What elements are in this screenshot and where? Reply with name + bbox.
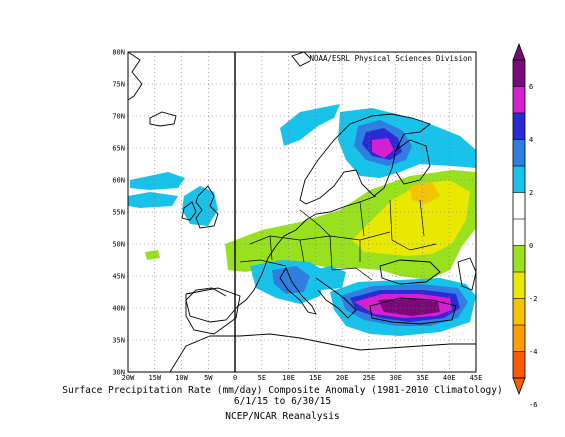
colorbar-tick-label: -2 xyxy=(529,295,537,303)
caption-date-range: 6/1/15 to 6/30/15 xyxy=(233,396,332,407)
lat-label: 50N xyxy=(112,241,125,249)
colorbar-swatch xyxy=(513,298,525,326)
colorbar-swatch xyxy=(513,166,525,193)
colorbar-swatch xyxy=(513,139,525,167)
credit-label: NOAA/ESRL Physical Sciences Division xyxy=(309,54,472,63)
lon-label: 20W xyxy=(122,374,135,382)
colorbar-tick-label: 4 xyxy=(529,136,533,144)
british-isles xyxy=(195,185,219,229)
colorbar-swatch xyxy=(513,192,525,220)
colorbar-swatch xyxy=(513,272,525,299)
iberia xyxy=(185,287,241,335)
lat-label: 75N xyxy=(112,81,125,89)
colorbar-tick-label: 6 xyxy=(529,83,533,91)
lat-label: 30N xyxy=(112,369,125,377)
greenland-edge xyxy=(128,52,143,101)
colorbar-swatch xyxy=(513,113,525,140)
lat-label: 80N xyxy=(112,49,125,57)
cyan-patch-atlantic-west xyxy=(128,192,178,208)
coastlines xyxy=(128,52,476,372)
colorbar-tick-label: -4 xyxy=(529,348,537,356)
cyan-area-balkans xyxy=(306,266,346,290)
colorbar-tick-label: -6 xyxy=(529,401,537,409)
caption-title: Surface Precipitation Rate (mm/day) Comp… xyxy=(62,385,503,396)
colorbar-swatch xyxy=(513,245,525,273)
continent-coast xyxy=(185,195,377,323)
green-patch-atlantic xyxy=(145,250,160,260)
purple-core-east-med xyxy=(378,298,440,316)
lon-label: 30E xyxy=(389,374,402,382)
colorbar-swatch xyxy=(513,60,525,87)
longitude-labels: 20W 15W 10W 5W 0 5E 10E 15E 20E 25E 30E 35E 40E 45E xyxy=(122,374,483,382)
lat-label: 60N xyxy=(112,177,125,185)
lat-label: 45N xyxy=(112,273,125,281)
caspian-sea xyxy=(457,257,476,291)
colorbar-tick-label: 0 xyxy=(529,242,533,250)
iceland xyxy=(149,111,177,127)
caption-source: NCEP/NCAR Reanalysis xyxy=(225,411,340,422)
lat-label: 55N xyxy=(112,209,125,217)
cyan-patch-norwegian-sea xyxy=(280,104,340,146)
lon-label: 5W xyxy=(204,374,213,382)
lon-label: 0 xyxy=(233,374,237,382)
credit-box xyxy=(310,53,475,64)
turkey xyxy=(369,297,457,325)
lon-label: 20E xyxy=(336,374,349,382)
lon-label: 10E xyxy=(282,374,295,382)
graticule xyxy=(128,52,476,372)
black-sea xyxy=(379,259,441,285)
ireland xyxy=(181,201,197,221)
lat-label: 40N xyxy=(112,305,125,313)
lon-label: 10W xyxy=(175,374,188,382)
cyan-patch-atlantic-north xyxy=(130,172,185,190)
lat-label: 35N xyxy=(112,337,125,345)
balkans xyxy=(315,277,357,319)
colorbar-tick-label: 2 xyxy=(529,189,533,197)
map-border xyxy=(127,51,477,373)
colorbar-top-arrow xyxy=(512,42,526,61)
colorbar-swatch xyxy=(513,351,525,379)
colorbar-swatch xyxy=(513,219,525,246)
orange-spot-eastern-europe xyxy=(410,182,440,204)
borders xyxy=(239,199,437,281)
lon-label: 5E xyxy=(258,374,266,382)
lat-label: 70N xyxy=(112,113,125,121)
magenta-core-scandinavia xyxy=(372,138,394,158)
lon-label: 15E xyxy=(309,374,322,382)
colorbar: 6 4 2 0 -2 -4 -6 xyxy=(512,42,537,409)
italy xyxy=(279,267,317,315)
cyan-patch-british-isles xyxy=(182,186,218,226)
colorbar-swatch xyxy=(513,86,525,114)
lat-label: 65N xyxy=(112,145,125,153)
yellow-area-eastern-europe xyxy=(352,180,470,256)
latitude-labels: 80N 75N 70N 65N 60N 55N 50N 45N 40N 35N 30N xyxy=(112,49,125,377)
lon-label: 40E xyxy=(443,374,456,382)
colorbar-swatch xyxy=(513,325,525,352)
lon-label: 35E xyxy=(416,374,429,382)
lon-label: 15W xyxy=(148,374,161,382)
lon-label: 45E xyxy=(470,374,483,382)
finland-coast xyxy=(395,139,431,185)
africa-coast xyxy=(169,333,476,372)
lon-label: 25E xyxy=(363,374,376,382)
